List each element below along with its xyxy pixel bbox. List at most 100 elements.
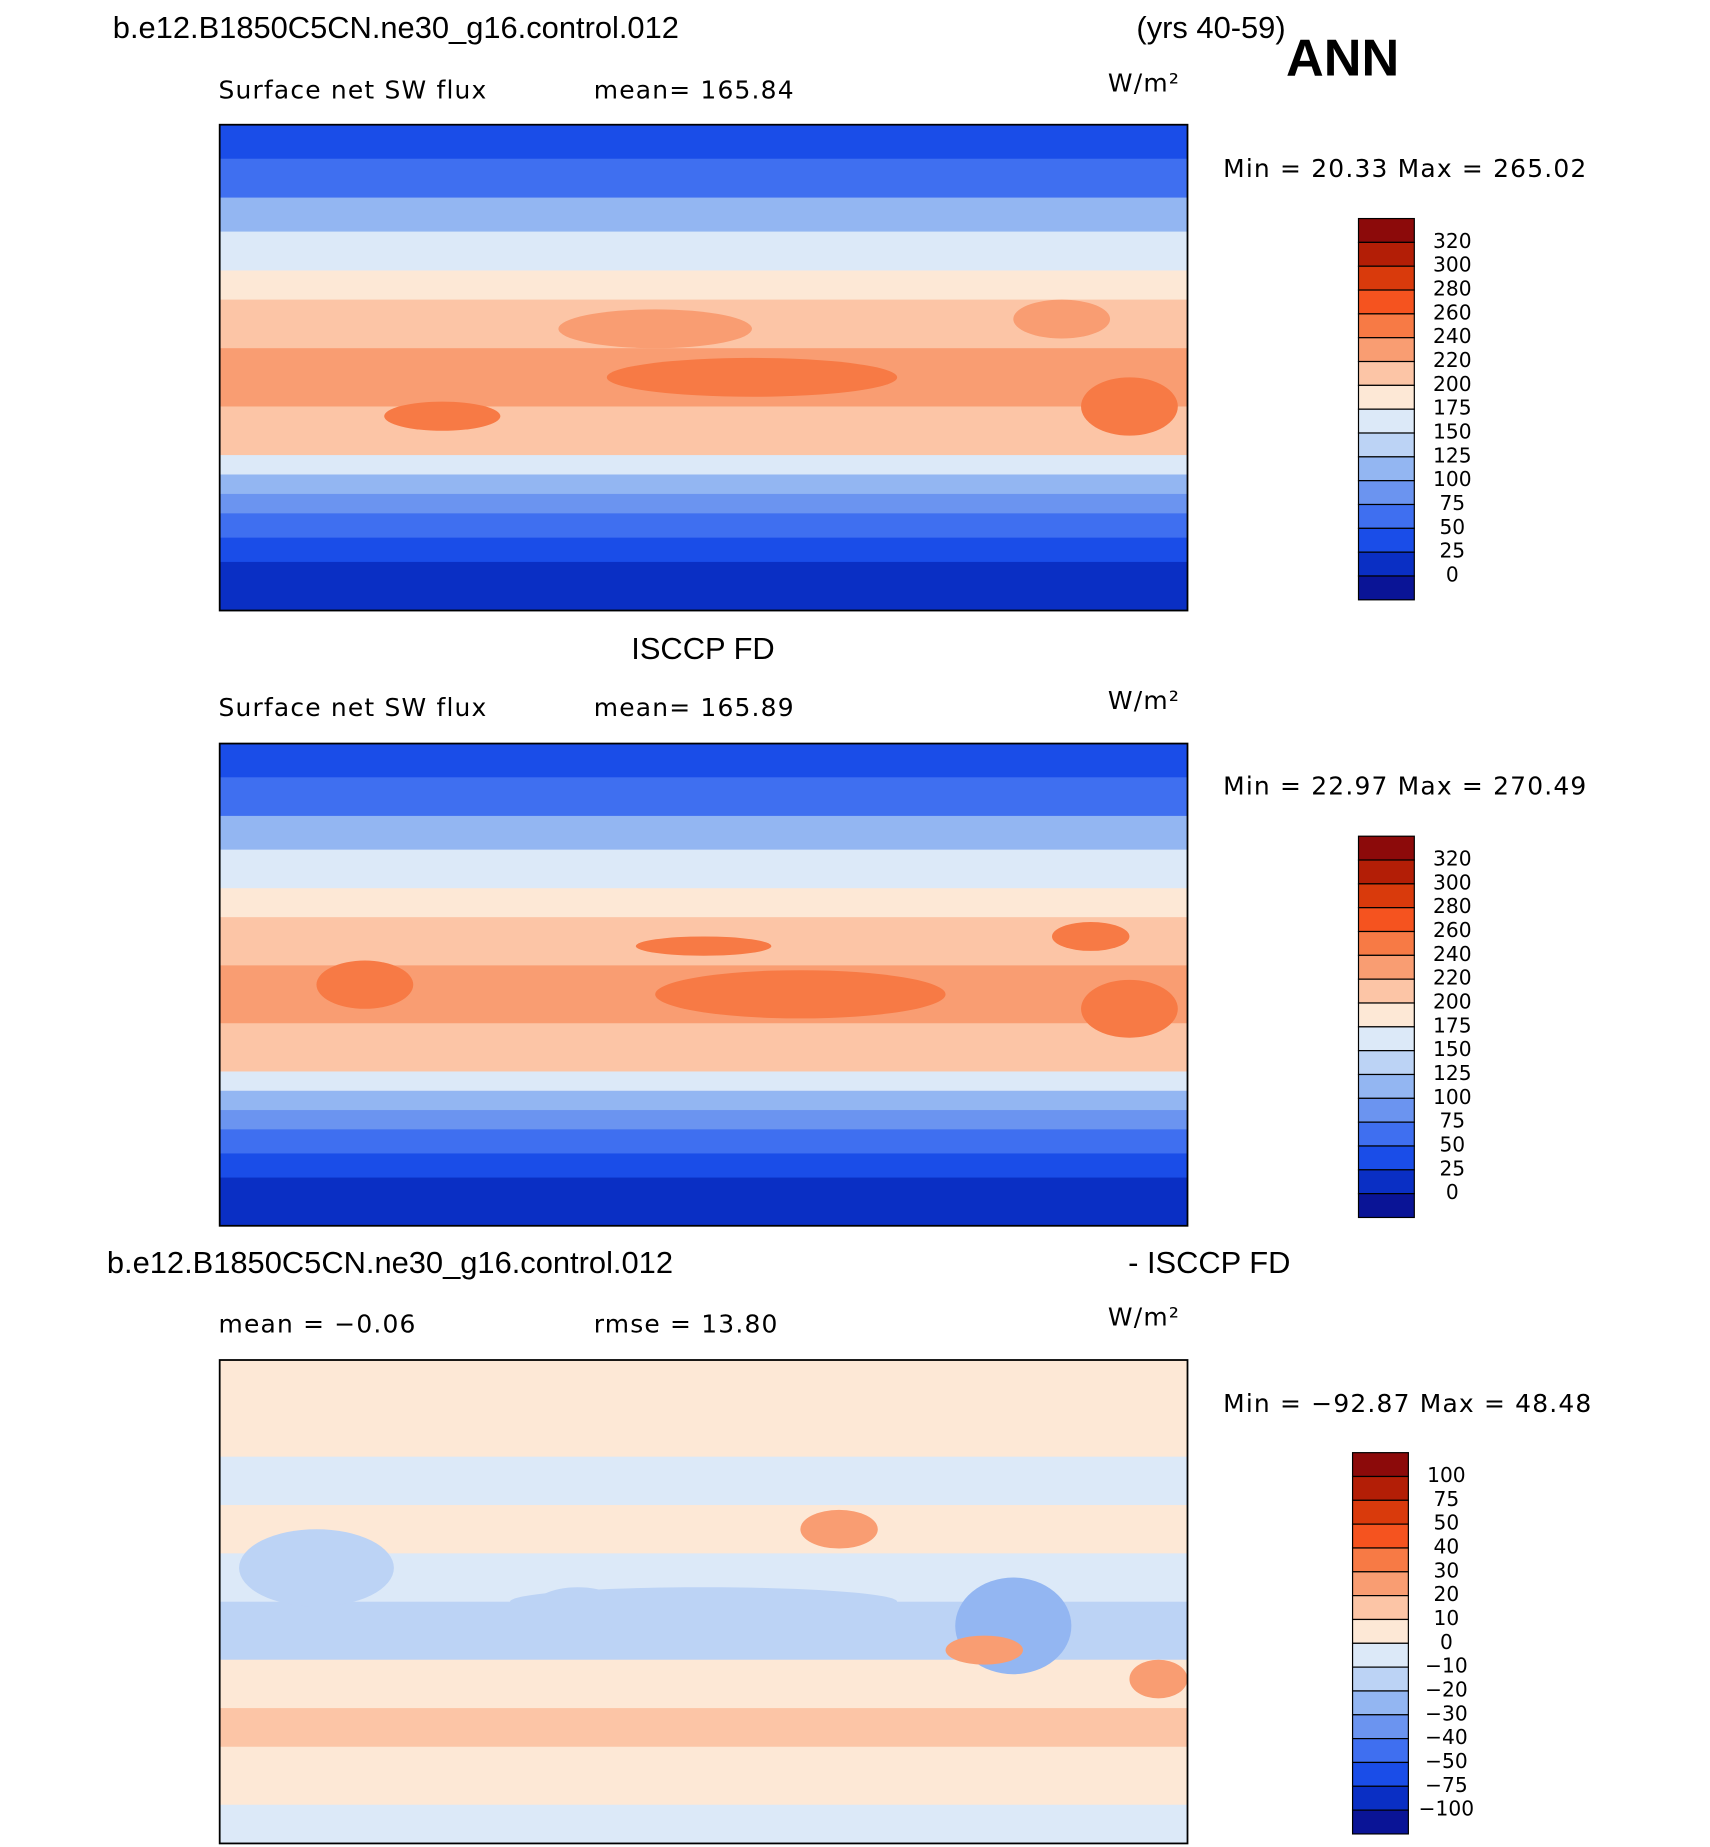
colorbar-box	[1357, 480, 1415, 506]
map-region	[510, 1587, 898, 1617]
colorbar-label: 40	[1434, 1534, 1460, 1558]
map-region	[1129, 1659, 1188, 1699]
map-region	[800, 1509, 878, 1549]
colorbar-box	[1357, 503, 1415, 529]
colorbar-label: −75	[1425, 1773, 1468, 1797]
map-frame	[218, 1359, 1189, 1845]
colorbar-label: 200	[1433, 372, 1472, 396]
colorbar-label: 260	[1433, 918, 1472, 942]
map-region	[606, 357, 898, 397]
colorbar-box	[1357, 1169, 1415, 1195]
colorbar-label: 150	[1433, 420, 1472, 444]
map	[219, 1360, 1188, 1845]
colorbar-label: 125	[1433, 1061, 1472, 1085]
map-band	[219, 1153, 1188, 1179]
units: W/m²	[1108, 68, 1180, 97]
map-region	[316, 960, 414, 1009]
years: (yrs 40-59)	[1136, 10, 1285, 45]
colorbar-label: 220	[1433, 966, 1472, 990]
colorbar-label: 200	[1433, 990, 1472, 1014]
colorbar-label: 0	[1446, 562, 1459, 586]
map-band	[219, 1110, 1188, 1130]
colorbar-box	[1357, 835, 1415, 861]
colorbar-label: 175	[1433, 396, 1472, 420]
map-band	[219, 1129, 1188, 1155]
colorbar-box	[1357, 930, 1415, 956]
colorbar-label: 10	[1434, 1606, 1460, 1630]
colorbar-box	[1351, 1523, 1409, 1549]
colorbar-box	[1351, 1499, 1409, 1525]
map-band	[219, 849, 1188, 889]
map-band	[219, 1505, 1188, 1554]
colorbar-label: 75	[1439, 1109, 1465, 1133]
colorbar-box	[1357, 1073, 1415, 1099]
colorbar-box	[1351, 1642, 1409, 1668]
min-max: Min = −92.87 Max = 48.48	[1223, 1389, 1592, 1418]
colorbar-label: 100	[1433, 1085, 1472, 1109]
map	[219, 743, 1188, 1227]
map-band	[219, 1090, 1188, 1111]
panel-title-right: - ISCCP FD	[1128, 1245, 1290, 1280]
map-band	[219, 406, 1188, 456]
min-max: Min = 20.33 Max = 265.02	[1223, 154, 1587, 183]
colorbar-label: −30	[1425, 1701, 1468, 1725]
colorbar-label: 280	[1433, 277, 1472, 301]
units: W/m²	[1108, 1302, 1180, 1331]
units: W/m²	[1108, 686, 1180, 715]
map-band	[219, 1804, 1188, 1845]
colorbar-label: 30	[1434, 1558, 1460, 1582]
map-band	[219, 455, 1188, 476]
colorbar-box	[1357, 1097, 1415, 1123]
colorbar-box	[1351, 1809, 1409, 1835]
map-band	[219, 743, 1188, 778]
map-region	[945, 1635, 1023, 1665]
map-band	[219, 815, 1188, 851]
map	[219, 124, 1188, 612]
colorbar-label: 100	[1433, 467, 1472, 491]
colorbar-box	[1357, 408, 1415, 434]
map-band	[219, 1708, 1188, 1748]
map-band	[219, 1023, 1188, 1073]
colorbar-box	[1351, 1475, 1409, 1501]
colorbar-label: 20	[1434, 1582, 1460, 1606]
map-band	[219, 561, 1188, 612]
colorbar-label: −10	[1425, 1654, 1468, 1678]
colorbar-label: −100	[1419, 1797, 1474, 1821]
map-region	[1081, 377, 1178, 436]
colorbar-box	[1357, 265, 1415, 291]
colorbar-box	[1357, 313, 1415, 339]
case-title: b.e12.B1850C5CN.ne30_g16.control.012	[113, 10, 679, 45]
subtitle-center: mean= 165.89	[594, 693, 795, 722]
colorbar-label: 75	[1439, 491, 1465, 515]
colorbar-box	[1357, 289, 1415, 315]
colorbar-label: 300	[1433, 253, 1472, 277]
colorbar-label: 320	[1433, 229, 1472, 253]
colorbar-box	[1351, 1785, 1409, 1811]
map-band	[219, 1746, 1188, 1806]
colorbar-box	[1351, 1547, 1409, 1573]
colorbar-box	[1357, 575, 1415, 601]
map-band	[219, 1360, 1188, 1458]
colorbar-box	[1357, 1002, 1415, 1028]
subtitle-left: Surface net SW flux	[219, 75, 488, 104]
colorbar-box	[1351, 1761, 1409, 1787]
colorbar-box	[1357, 883, 1415, 909]
colorbar-label: 100	[1427, 1463, 1466, 1487]
map-band	[219, 124, 1188, 160]
colorbar-box	[1351, 1595, 1409, 1621]
map-band	[219, 231, 1188, 272]
map-band	[219, 1071, 1188, 1092]
map-region	[655, 970, 946, 1019]
colorbar-box	[1357, 217, 1415, 243]
colorbar-label: 50	[1439, 1132, 1465, 1156]
subtitle-left: Surface net SW flux	[219, 693, 488, 722]
colorbar-box	[1357, 337, 1415, 363]
colorbar-box	[1357, 360, 1415, 386]
colorbar-label: 0	[1446, 1180, 1459, 1204]
colorbar-label: 240	[1433, 324, 1472, 348]
panel-title-left: b.e12.B1850C5CN.ne30_g16.control.012	[107, 1245, 673, 1280]
colorbar-label: 150	[1433, 1037, 1472, 1061]
map-region	[384, 401, 501, 431]
min-max: Min = 22.97 Max = 270.49	[1223, 771, 1587, 800]
